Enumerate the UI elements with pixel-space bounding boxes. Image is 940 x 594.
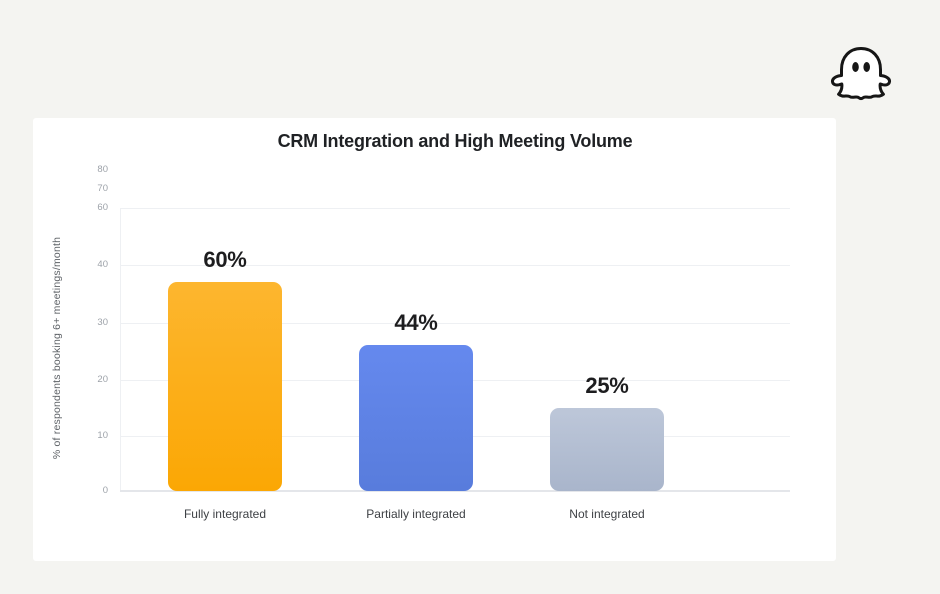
y-axis-tick-label: 60	[97, 202, 108, 213]
gridline	[120, 265, 790, 266]
value-label-fully-integrated: 60%	[203, 247, 247, 272]
y-axis-title: % of respondents booking 6+ meetings/mon…	[51, 236, 63, 460]
y-axis-tick-label: 70	[97, 183, 108, 194]
y-axis-tick-label: 20	[97, 374, 108, 385]
value-label-partially-integrated: 44%	[394, 310, 438, 335]
value-label-not-integrated: 25%	[585, 373, 629, 398]
ghost-icon	[830, 47, 892, 101]
bar-partially-integrated	[359, 345, 473, 491]
gridline	[120, 323, 790, 324]
y-axis-tick-label: 10	[97, 430, 108, 441]
y-axis-tick-label: 30	[97, 317, 108, 328]
x-axis-category-label-not-integrated: Not integrated	[569, 507, 645, 521]
y-axis-line	[120, 208, 121, 491]
y-axis-tick-label: 80	[97, 164, 108, 175]
gridline	[120, 208, 790, 209]
bar-fully-integrated	[168, 282, 282, 491]
y-axis-tick-label: 0	[102, 485, 108, 496]
x-axis-line	[120, 490, 790, 492]
chart-title: CRM Integration and High Meeting Volume	[277, 131, 633, 151]
bar-not-integrated	[550, 408, 664, 491]
x-axis-category-label-partially-integrated: Partially integrated	[366, 507, 466, 521]
x-axis-category-label-fully-integrated: Fully integrated	[183, 507, 267, 521]
y-axis-tick-label: 40	[97, 259, 108, 270]
